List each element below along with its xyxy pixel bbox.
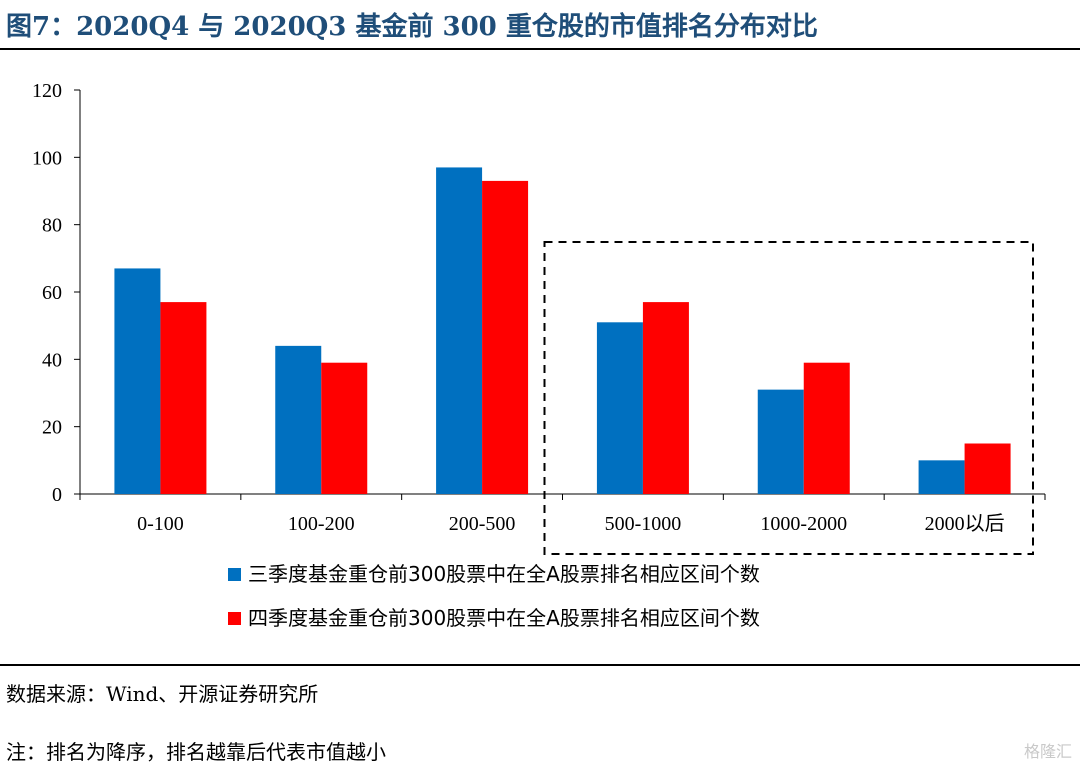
x-tick-label: 500-1000	[605, 513, 682, 535]
x-tick-label: 100-200	[288, 513, 355, 535]
bar-q4	[482, 180, 529, 494]
x-tick-label: 2000以后	[925, 512, 1005, 535]
x-tick-label: 200-500	[449, 513, 516, 535]
y-tick-label: 40	[42, 349, 62, 371]
y-tick-label: 100	[32, 147, 62, 169]
bar-q3	[596, 322, 643, 494]
y-tick-label: 120	[32, 80, 62, 102]
bar-q3	[114, 268, 161, 494]
y-tick-label: 80	[42, 215, 62, 237]
legend-label: 四季度基金重仓前300股票中在全A股票排名相应区间个数	[248, 606, 760, 630]
bar-q3	[918, 460, 965, 494]
legend-swatch	[228, 612, 241, 625]
footer-divider	[0, 664, 1080, 666]
y-tick-label: 20	[42, 417, 62, 439]
chart-title: 图7：2020Q4 与 2020Q3 基金前 300 重仓股的市值排名分布对比	[6, 12, 818, 42]
bar-q4	[321, 362, 368, 494]
bar-q4	[642, 302, 689, 494]
bar-q4	[964, 443, 1011, 494]
title-divider	[0, 48, 1080, 50]
legend-label: 三季度基金重仓前300股票中在全A股票排名相应区间个数	[248, 562, 760, 586]
watermark-logo: 格隆汇	[1023, 742, 1072, 761]
footnote: 注：排名为降序，排名越靠后代表市值越小	[6, 740, 386, 764]
x-tick-label: 0-100	[137, 513, 184, 535]
legend-swatch	[228, 568, 241, 581]
y-tick-label: 60	[42, 282, 62, 304]
bar-q4	[160, 302, 207, 494]
bar-chart: 0 20 40 60 80 100 120 0-100 100-200 200-500 500-10…	[32, 80, 1046, 630]
bar-q4	[803, 362, 850, 494]
bar-q3	[436, 167, 483, 494]
highlight-box	[543, 241, 1034, 555]
bar-q3	[275, 345, 322, 494]
data-source: 数据来源：Wind、开源证券研究所	[6, 682, 319, 706]
x-tick-label: 1000-2000	[760, 513, 847, 535]
y-tick-label: 0	[52, 484, 62, 506]
bar-q3	[757, 389, 804, 494]
